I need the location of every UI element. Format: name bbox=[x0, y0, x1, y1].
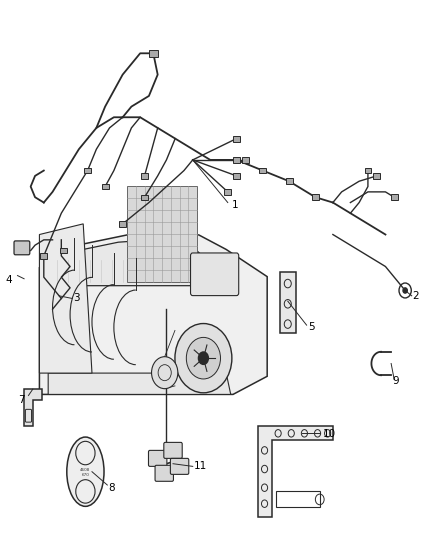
Text: 2: 2 bbox=[413, 291, 419, 301]
Text: 8: 8 bbox=[109, 483, 115, 492]
FancyBboxPatch shape bbox=[141, 173, 148, 179]
Text: 4: 4 bbox=[6, 275, 12, 285]
Ellipse shape bbox=[67, 437, 104, 506]
FancyBboxPatch shape bbox=[280, 272, 296, 333]
Text: 9: 9 bbox=[392, 376, 399, 386]
FancyBboxPatch shape bbox=[127, 186, 197, 282]
FancyBboxPatch shape bbox=[312, 194, 319, 200]
Text: 7: 7 bbox=[18, 395, 25, 405]
FancyBboxPatch shape bbox=[14, 241, 30, 255]
Polygon shape bbox=[39, 224, 92, 373]
Text: 3: 3 bbox=[73, 294, 80, 303]
Polygon shape bbox=[39, 231, 267, 394]
Circle shape bbox=[198, 351, 209, 365]
Circle shape bbox=[186, 337, 220, 379]
FancyBboxPatch shape bbox=[155, 465, 173, 481]
Text: 4608
670: 4608 670 bbox=[80, 469, 91, 477]
FancyBboxPatch shape bbox=[233, 135, 240, 141]
FancyBboxPatch shape bbox=[391, 194, 398, 200]
FancyBboxPatch shape bbox=[102, 183, 109, 189]
FancyBboxPatch shape bbox=[364, 168, 371, 173]
Circle shape bbox=[403, 288, 407, 293]
FancyBboxPatch shape bbox=[259, 167, 266, 173]
Text: 11: 11 bbox=[194, 462, 207, 471]
Polygon shape bbox=[48, 239, 208, 286]
FancyBboxPatch shape bbox=[60, 247, 67, 253]
FancyBboxPatch shape bbox=[373, 173, 380, 179]
FancyBboxPatch shape bbox=[149, 50, 158, 57]
FancyBboxPatch shape bbox=[40, 253, 47, 259]
FancyBboxPatch shape bbox=[224, 189, 232, 195]
FancyBboxPatch shape bbox=[170, 458, 189, 474]
FancyBboxPatch shape bbox=[164, 442, 182, 458]
FancyBboxPatch shape bbox=[286, 178, 293, 184]
Text: 1: 1 bbox=[232, 200, 239, 210]
FancyBboxPatch shape bbox=[141, 195, 148, 200]
Polygon shape bbox=[48, 373, 231, 394]
FancyBboxPatch shape bbox=[84, 167, 91, 173]
FancyBboxPatch shape bbox=[191, 253, 239, 296]
FancyBboxPatch shape bbox=[242, 157, 249, 163]
Polygon shape bbox=[24, 389, 42, 426]
Circle shape bbox=[152, 357, 178, 389]
FancyBboxPatch shape bbox=[119, 221, 126, 227]
FancyBboxPatch shape bbox=[148, 450, 167, 466]
FancyBboxPatch shape bbox=[233, 173, 240, 179]
Text: 5: 5 bbox=[308, 322, 314, 332]
Circle shape bbox=[175, 324, 232, 393]
FancyBboxPatch shape bbox=[233, 157, 240, 163]
Text: 10: 10 bbox=[323, 430, 336, 439]
Polygon shape bbox=[258, 426, 333, 517]
